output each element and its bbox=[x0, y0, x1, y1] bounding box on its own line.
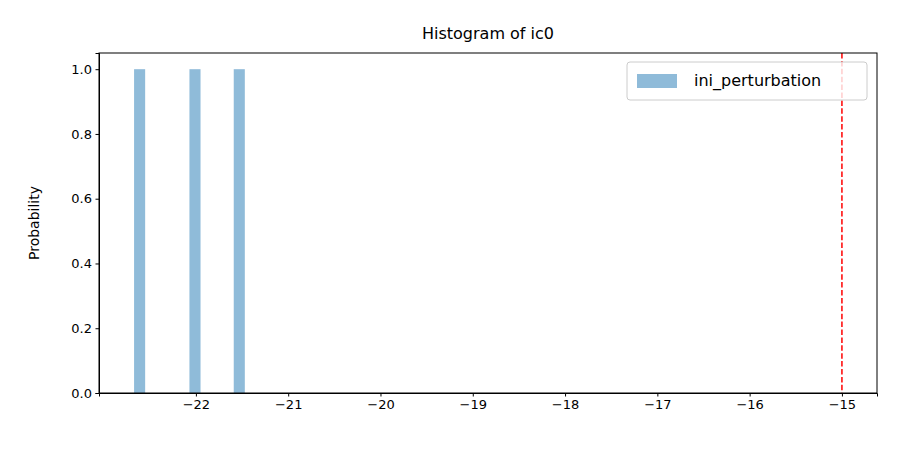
y-axis: 0.0 0.2 0.4 0.6 0.8 1.0 bbox=[71, 54, 99, 401]
tick-mark bbox=[96, 393, 100, 394]
x-axis: −22 −21 −20 −19 −18 −17 −16 −15 bbox=[100, 393, 878, 412]
tick-label: −18 bbox=[552, 397, 579, 412]
chart: −22 −21 −20 −19 −18 −17 −16 −15 0.0 0.2 0.4 0.6 0.8 1… bbox=[0, 0, 900, 450]
tick-mark bbox=[96, 328, 100, 329]
tick-label: 0.4 bbox=[71, 256, 92, 271]
tick: 0.4 bbox=[71, 256, 99, 271]
tick: −20 bbox=[367, 393, 394, 412]
legend-label: ini_perturbation bbox=[694, 71, 821, 91]
tick-mark bbox=[96, 263, 100, 264]
tick: −21 bbox=[275, 393, 302, 412]
legend-box bbox=[627, 62, 867, 100]
tick-label: −16 bbox=[736, 397, 763, 412]
tick: 0.6 bbox=[71, 191, 99, 206]
tick: −22 bbox=[183, 393, 210, 412]
tick-label: −19 bbox=[460, 397, 487, 412]
tick: 0.8 bbox=[71, 127, 99, 142]
tick-mark bbox=[96, 134, 100, 135]
tick-mark bbox=[96, 69, 100, 70]
tick-label: −17 bbox=[644, 397, 671, 412]
histogram-bar bbox=[189, 69, 200, 393]
histogram-bar bbox=[134, 69, 145, 393]
tick-mark bbox=[288, 393, 289, 397]
reference-line bbox=[841, 53, 843, 393]
tick-label: 0.0 bbox=[71, 386, 92, 401]
tick-label: 0.6 bbox=[71, 191, 92, 206]
tick-mark bbox=[657, 393, 658, 397]
legend-item: ini_perturbation bbox=[637, 71, 821, 91]
chart-title: Histogram of ic0 bbox=[422, 24, 554, 43]
tick: 0.0 bbox=[71, 386, 99, 401]
tick-label: 0.2 bbox=[71, 321, 92, 336]
tick-mark bbox=[750, 393, 751, 397]
plot: −22 −21 −20 −19 −18 −17 −16 −15 0.0 0.2 0.4 0.6 0.8 1… bbox=[71, 53, 877, 412]
tick-mark bbox=[196, 393, 197, 397]
tick: −19 bbox=[460, 393, 487, 412]
tick-label: −15 bbox=[829, 397, 856, 412]
tick: 0.2 bbox=[71, 321, 99, 336]
tick-label: −20 bbox=[367, 397, 394, 412]
tick-label: 0.8 bbox=[71, 127, 92, 142]
tick-label: −21 bbox=[275, 397, 302, 412]
tick-mark bbox=[565, 393, 566, 397]
histogram-bar bbox=[234, 69, 245, 393]
tick-mark bbox=[96, 199, 100, 200]
tick-mark bbox=[842, 393, 843, 397]
tick: −16 bbox=[736, 393, 763, 412]
axis-line bbox=[100, 394, 878, 397]
tick: 1.0 bbox=[71, 62, 99, 77]
tick: −18 bbox=[552, 393, 579, 412]
tick-label: −22 bbox=[183, 397, 210, 412]
tick-mark bbox=[473, 393, 474, 397]
tick-label: 1.0 bbox=[71, 62, 92, 77]
legend: ini_perturbation bbox=[627, 62, 867, 100]
tick-mark bbox=[380, 393, 381, 397]
marks bbox=[134, 53, 842, 393]
tick: −17 bbox=[644, 393, 671, 412]
legend-swatch bbox=[637, 74, 677, 88]
y-axis-label: Probability bbox=[26, 186, 42, 260]
tick: −15 bbox=[829, 393, 856, 412]
plot-frame bbox=[99, 53, 877, 393]
